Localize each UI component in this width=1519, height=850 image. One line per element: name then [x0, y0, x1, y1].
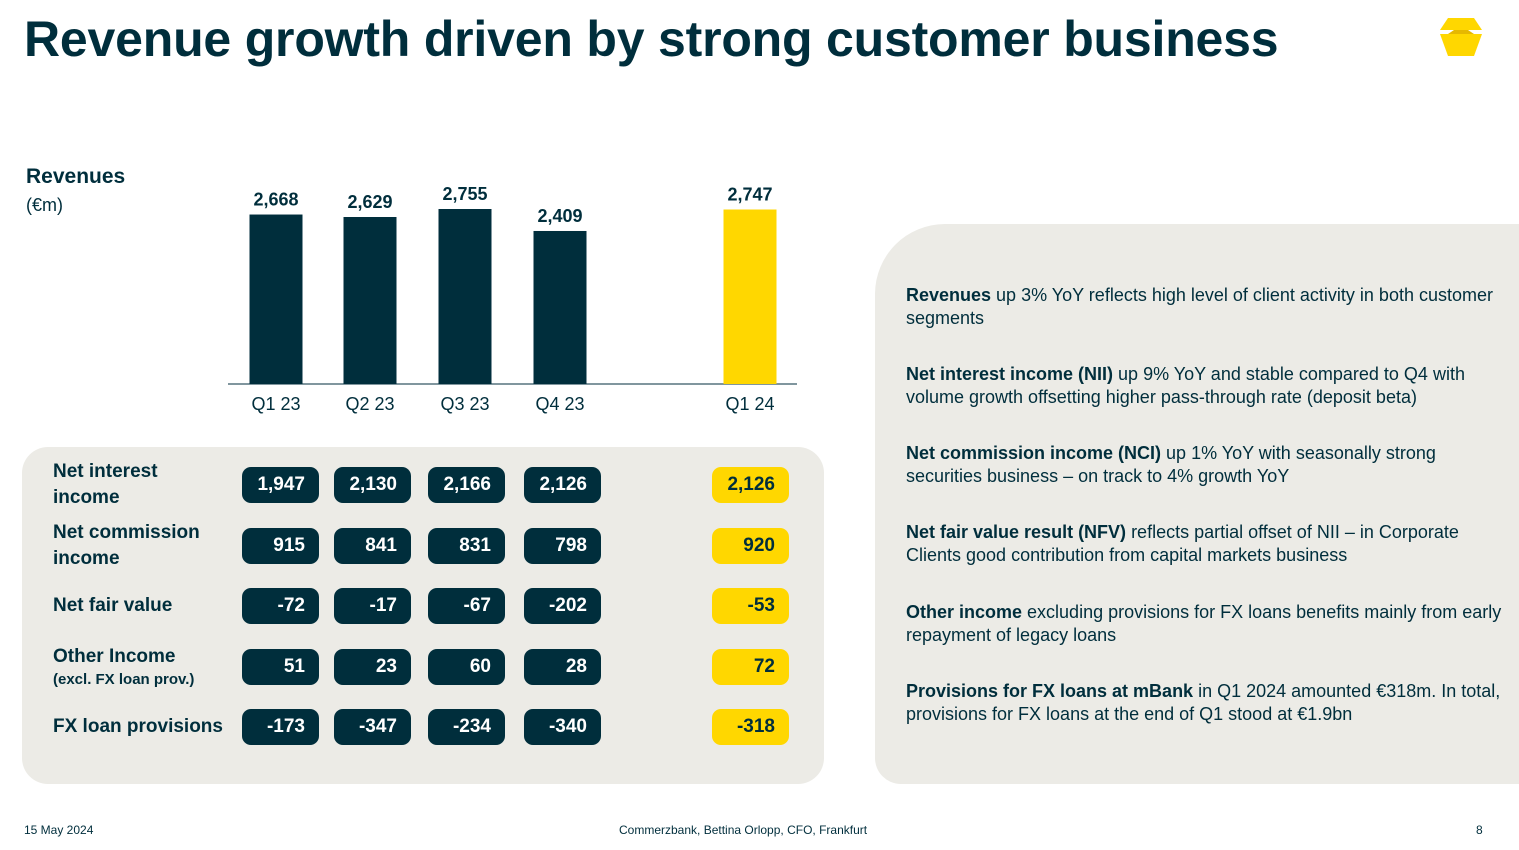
table-cell-value: -318	[712, 709, 789, 745]
bar-q1-24	[723, 209, 777, 384]
table-cell-value: -347	[334, 709, 411, 745]
table-cell-value: 28	[524, 649, 601, 685]
table-cell-value: -173	[242, 709, 319, 745]
commentary-item: Revenues up 3% YoY reflects high level o…	[906, 284, 1506, 330]
commerzbank-logo-icon	[1440, 18, 1482, 56]
commentary-heading: Provisions for FX loans at mBank	[906, 681, 1194, 701]
commentary-text: up 1% YoY with seasonally strong securit…	[906, 443, 1436, 486]
table-cell-value: 72	[712, 649, 789, 685]
revenue-breakdown-panel	[22, 447, 824, 784]
bar-q3-23	[438, 209, 492, 384]
table-cell-value: 2,126	[712, 467, 789, 503]
bar-value-label: 2,629	[347, 192, 392, 212]
table-cell-value: -340	[524, 709, 601, 745]
commentary-heading: Net commission income (NCI)	[906, 443, 1162, 463]
table-cell-value: 51	[242, 649, 319, 685]
commentary-heading: Net interest income (NII)	[906, 364, 1114, 384]
commentary-item: Other income excluding provisions for FX…	[906, 601, 1506, 647]
table-cell-value: 920	[712, 528, 789, 564]
bar-q4-23	[533, 230, 587, 384]
commentary-item: Net interest income (NII) up 9% YoY and …	[906, 363, 1506, 409]
table-cell-value: -234	[428, 709, 505, 745]
commentary-text: reflects partial offset of NII – in Corp…	[906, 522, 1459, 565]
commentary-heading: Net fair value result (NFV)	[906, 522, 1127, 542]
x-tick-label: Q2 23	[345, 394, 394, 414]
commentary-text: up 3% YoY reflects high level of client …	[906, 285, 1493, 328]
commentary-text: excluding provisions for FX loans benefi…	[906, 602, 1502, 645]
bar-value-label: 2,409	[537, 206, 582, 226]
table-cell-value: 841	[334, 528, 411, 564]
table-cell-value: 23	[334, 649, 411, 685]
page-title: Revenue growth driven by strong customer…	[24, 11, 1279, 67]
chart-unit: (€m)	[26, 195, 63, 215]
table-cell-value: 2,130	[334, 467, 411, 503]
bar-value-label: 2,755	[442, 184, 487, 204]
footer-presenter: Commerzbank, Bettina Orlopp, CFO, Frankf…	[619, 823, 868, 837]
revenue-bar-chart: 2,668 Q1 23 2,629 Q2 23 2,755 Q3 23 2,409 Q4 23…	[228, 184, 797, 414]
table-cell-value: 798	[524, 528, 601, 564]
commentary-heading: Revenues	[906, 285, 992, 305]
table-row-label: FX loan provisions	[53, 716, 223, 737]
bar-value-label: 2,668	[253, 190, 298, 210]
table-row-label: Net interest income	[53, 461, 158, 508]
footer-date: 15 May 2024	[24, 823, 94, 837]
table-cell-value: 831	[428, 528, 505, 564]
table-cell-value: -72	[242, 588, 319, 624]
commentary-panel	[875, 224, 1519, 784]
table-cell-value: 1,947	[242, 467, 319, 503]
commentary-text: up 9% YoY and stable compared to Q4 with…	[906, 364, 1465, 407]
commentary-text: in Q1 2024 amounted €318m. In total, pro…	[906, 681, 1501, 724]
table-row-label: Net commission income	[53, 522, 200, 569]
table-cell-value: 2,166	[428, 467, 505, 503]
x-tick-label: Q1 24	[725, 394, 774, 414]
table-cell-value: 915	[242, 528, 319, 564]
bar-q2-23	[343, 217, 397, 384]
commentary-item: Net commission income (NCI) up 1% YoY wi…	[906, 442, 1506, 488]
x-tick-label: Q3 23	[440, 394, 489, 414]
table-cell-value: 2,126	[524, 467, 601, 503]
commentary-heading: Other income	[906, 602, 1023, 622]
bar-q1-23	[249, 214, 303, 384]
table-cell-value: -202	[524, 588, 601, 624]
table-cell-value: -53	[712, 588, 789, 624]
commentary-item: Provisions for FX loans at mBank in Q1 2…	[906, 680, 1506, 726]
chart-title: Revenues	[26, 165, 126, 188]
table-row-label: Net fair value	[53, 595, 173, 616]
x-tick-label: Q1 23	[251, 394, 300, 414]
bar-value-label: 2,747	[727, 185, 772, 205]
page-number: 8	[1476, 823, 1483, 837]
table-cell-value: -17	[334, 588, 411, 624]
table-row-label: Other Income (excl. FX loan prov.)	[53, 646, 195, 688]
x-tick-label: Q4 23	[535, 394, 584, 414]
table-cell-value: 60	[428, 649, 505, 685]
commentary-item: Net fair value result (NFV) reflects par…	[906, 521, 1506, 567]
table-cell-value: -67	[428, 588, 505, 624]
